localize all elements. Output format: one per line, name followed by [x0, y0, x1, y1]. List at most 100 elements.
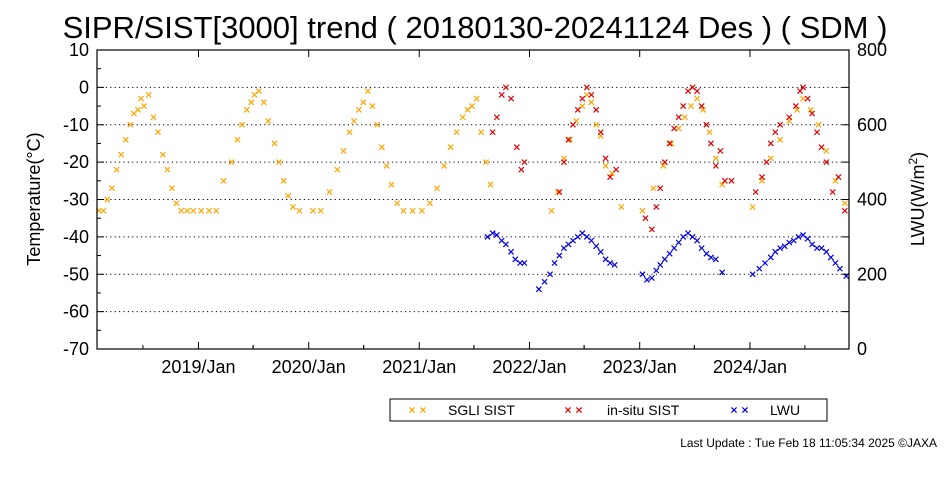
data-point [661, 256, 668, 263]
data-point [374, 121, 381, 128]
data-point [418, 207, 425, 214]
last-update-text: Last Update : Tue Feb 18 11:05:34 2025 ©… [680, 436, 937, 450]
data-point [818, 144, 825, 151]
y2-tick-label: 400 [857, 190, 887, 210]
data-point [459, 114, 466, 121]
data-point [597, 248, 604, 255]
data-point [220, 177, 227, 184]
data-point [489, 129, 496, 136]
data-point [243, 106, 250, 113]
data-point [309, 207, 316, 214]
plot-area: 10 0 -10 -20 -30 -40 -50 -60 -70 800 600 400 200 0 201… [63, 40, 887, 377]
data-point [675, 114, 682, 121]
data-point [493, 231, 500, 239]
legend-marker [741, 406, 749, 414]
data-point [554, 189, 561, 196]
data-point [493, 114, 500, 121]
data-point [548, 207, 555, 214]
data-point [777, 136, 784, 143]
data-point [681, 114, 688, 121]
data-point [752, 189, 759, 196]
data-point [238, 121, 245, 128]
y-tick-label: -30 [63, 190, 89, 210]
data-point [260, 99, 267, 106]
series-sgli-sist [95, 88, 848, 214]
data-point [138, 95, 145, 102]
x-tick-label: 2022/Jan [492, 357, 566, 377]
y2-tick-label: 0 [857, 339, 867, 359]
data-point [643, 276, 650, 283]
data-point [574, 106, 581, 113]
data-point [794, 106, 801, 113]
data-point [694, 88, 701, 95]
data-point [551, 260, 558, 267]
data-point [813, 245, 821, 252]
data-point [758, 174, 766, 181]
data-point [154, 129, 162, 136]
data-point [355, 106, 362, 113]
data-point [823, 147, 830, 154]
x-tick-label: 2019/Jan [161, 357, 235, 377]
data-point [441, 162, 448, 169]
data-point [832, 260, 839, 267]
data-point [521, 159, 528, 166]
data-point [818, 245, 825, 252]
data-point [296, 207, 303, 214]
data-point [518, 166, 525, 173]
data-point [426, 200, 433, 207]
data-point [593, 106, 600, 113]
data-point [593, 121, 600, 128]
data-point [763, 159, 770, 166]
data-point [535, 286, 542, 293]
data-point [556, 189, 563, 196]
data-point [809, 110, 816, 117]
data-point [588, 91, 595, 98]
data-point [593, 243, 600, 250]
data-point [675, 239, 682, 246]
data-point [795, 233, 802, 240]
data-point [579, 95, 586, 102]
data-point [150, 114, 157, 121]
data-point [289, 203, 297, 210]
data-point [602, 155, 609, 162]
data-point [613, 166, 620, 173]
data-point [173, 200, 180, 207]
legend-label: in-situ SIST [607, 402, 680, 418]
data-point [588, 237, 595, 244]
data-point [597, 129, 604, 136]
data-point [383, 162, 390, 169]
data-point [546, 271, 554, 278]
data-point [804, 235, 811, 242]
x-tick-label: 2024/Jan [713, 357, 787, 377]
data-point [447, 144, 454, 151]
data-point [569, 237, 576, 244]
plot-frame [96, 49, 850, 350]
data-point [706, 129, 713, 136]
data-point [749, 271, 756, 278]
y2-tick-label: 800 [857, 40, 887, 60]
data-point [255, 88, 262, 95]
data-point [642, 215, 649, 222]
data-point [728, 177, 735, 184]
data-point [671, 125, 678, 132]
data-point [800, 95, 807, 102]
data-point [694, 237, 701, 244]
data-point [508, 95, 515, 102]
legend-marker [575, 406, 583, 414]
data-point [190, 207, 197, 214]
data-point [569, 121, 576, 128]
data-point [521, 260, 528, 267]
data-point [700, 106, 707, 113]
chart-title: SIPR/SIST[3000] trend ( 20180130-2024112… [63, 10, 888, 45]
data-point [719, 269, 726, 276]
data-point [639, 207, 646, 214]
data-point [369, 103, 376, 110]
data-point [228, 159, 235, 166]
data-point [541, 278, 548, 285]
data-point [513, 144, 520, 151]
data-point [712, 155, 719, 162]
data-point [717, 147, 724, 154]
legend-label: SGLI SIST [448, 402, 515, 418]
data-point [804, 95, 811, 102]
data-point [394, 200, 401, 207]
